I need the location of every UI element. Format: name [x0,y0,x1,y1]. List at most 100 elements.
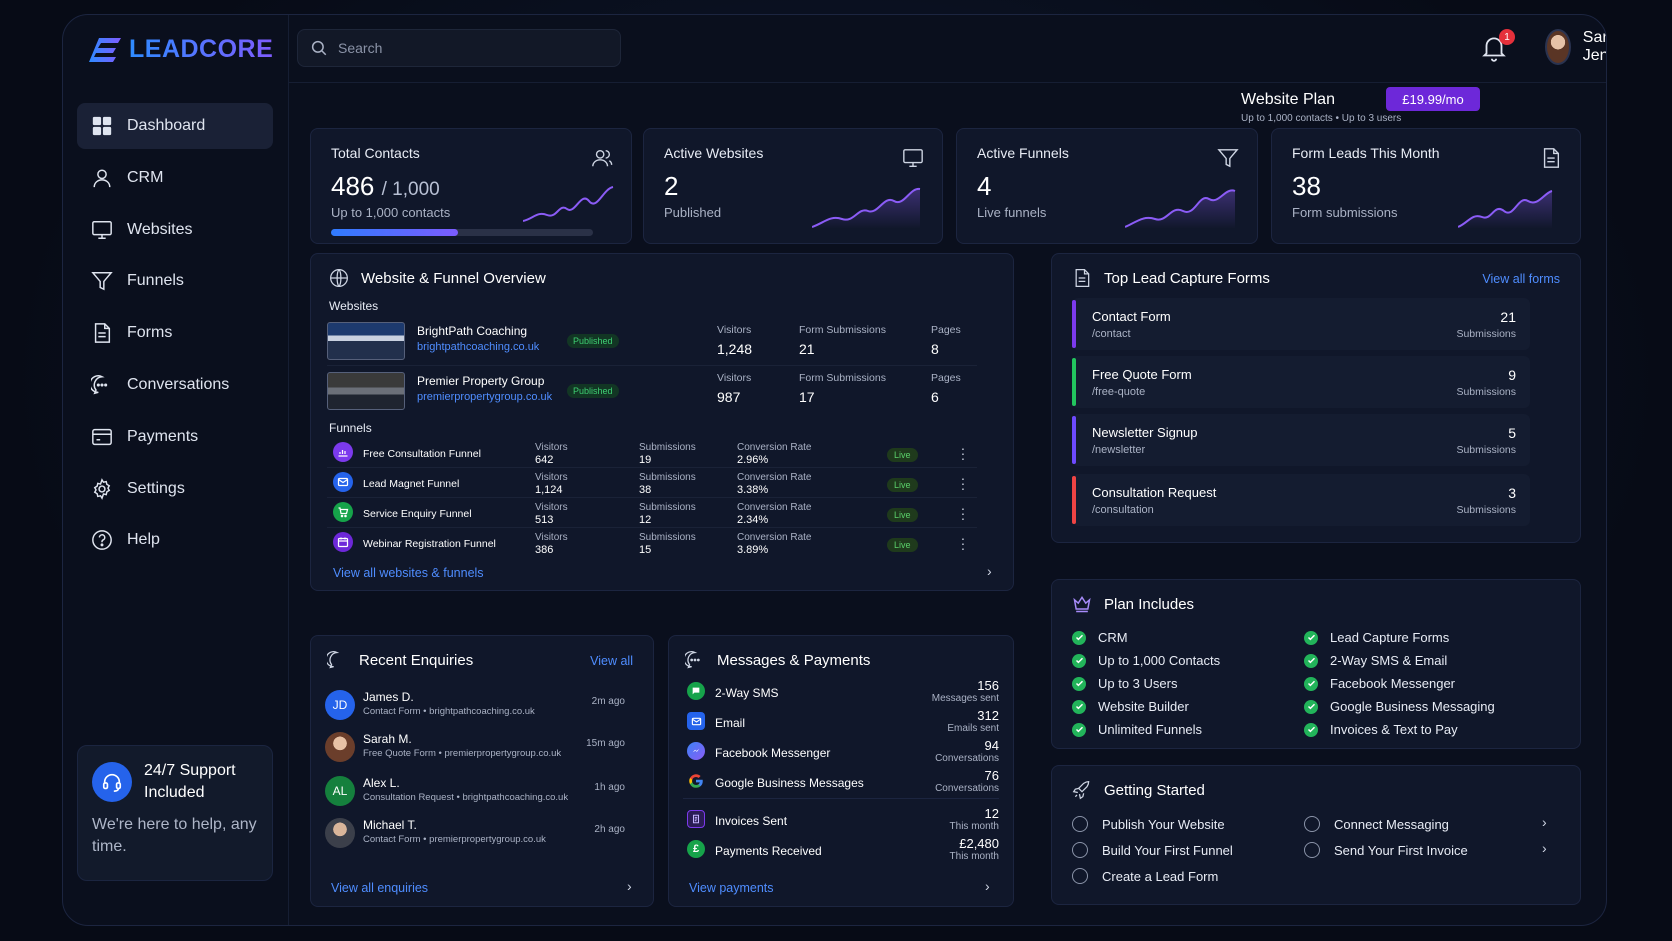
more-options-icon[interactable]: · · · [960,500,966,526]
form-count-label: Submissions [1456,444,1516,456]
app-window: LEADCORE Dashboard CRM Websites Funnels … [62,14,1607,926]
view-all-websites-funnels-link[interactable]: View all websites & funnels [333,566,484,580]
website-row[interactable]: BrightPath Coaching brightpathcoaching.c… [327,320,977,366]
stat-sub: Published [664,205,722,220]
message-row[interactable]: £ Payments Received £2,480 This month [683,836,999,864]
invoice-icon [687,810,705,828]
view-all-forms-link[interactable]: View all forms [1482,272,1560,286]
section-title: Top Lead Capture Forms [1072,268,1270,288]
form-row[interactable]: Contact Form /contact 21 Submissions [1072,298,1530,350]
form-row[interactable]: Newsletter Signup /newsletter 5 Submissi… [1072,414,1530,466]
nav-item-funnels[interactable]: Funnels [77,258,273,304]
plan-price-badge[interactable]: £19.99/mo [1386,87,1480,111]
stat-card-form-leads[interactable]: Form Leads This Month 38 Form submission… [1271,128,1581,244]
view-all-enquiries-link[interactable]: View all enquiries [331,881,429,895]
form-count: 5 [1508,425,1516,441]
stat-card-total-contacts[interactable]: Total Contacts 486 / 1,000 Up to 1,000 c… [310,128,632,244]
message-row[interactable]: Facebook Messenger 94 Conversations [683,738,999,766]
funnel-row[interactable]: Lead Magnet Funnel Visitors 1,124 Submiss… [327,468,977,498]
search-input[interactable] [338,40,598,56]
message-row[interactable]: Email 312 Emails sent [683,708,999,736]
form-row[interactable]: Consultation Request /consultation 3 Sub… [1072,474,1530,526]
avatar [325,818,355,848]
enquiry-name: Alex L. [363,776,400,790]
website-row[interactable]: Premier Property Group premierpropertygr… [327,370,977,416]
form-count-label: Submissions [1456,504,1516,516]
stat-value: 38 [1292,171,1321,201]
nav-item-dashboard[interactable]: Dashboard [77,103,273,149]
plan-feature: Website Builder [1072,699,1189,714]
logo-icon [89,37,121,62]
form-count: 21 [1500,309,1516,325]
message-row[interactable]: 2-Way SMS 156 Messages sent [683,678,999,706]
enquiry-row[interactable]: JD James D. Contact Form • brightpathcoa… [325,688,625,728]
nav-item-settings[interactable]: Settings [77,466,273,512]
enquiry-row[interactable]: AL Alex L. Consultation Request • bright… [325,774,625,814]
form-path: /consultation [1092,504,1154,516]
chevron-right-icon[interactable]: › [627,878,632,894]
view-all-link[interactable]: View all [590,654,633,668]
chevron-right-icon[interactable]: › [987,563,992,579]
support-subtitle: We're here to help, any time. [92,816,257,855]
enquiry-meta: Free Quote Form • premierpropertygroup.c… [363,748,562,759]
bell-icon[interactable] [1481,33,1507,63]
website-thumbnail [327,372,405,410]
channel-label: Conversations [935,753,999,764]
task-item[interactable]: Connect Messaging [1304,816,1449,832]
funnel-row[interactable]: Free Consultation Funnel Visitors 642 Sub… [327,438,977,468]
enquiry-meta: Consultation Request • brightpathcoachin… [363,792,569,803]
message-row[interactable]: Google Business Messages 76 Conversation… [683,768,999,796]
stat-card-active-websites[interactable]: Active Websites 2 Published [643,128,943,244]
view-payments-link[interactable]: View payments [689,881,774,895]
funnels-label: Funnels [329,421,372,435]
more-options-icon[interactable]: · · · [960,470,966,496]
channel-value: 312 [977,708,999,723]
task-item[interactable]: Send Your First Invoice [1304,842,1468,858]
user-menu[interactable]: Sarah Jenkins [1545,29,1606,65]
nav-item-crm[interactable]: CRM [77,155,273,201]
website-url[interactable]: premierpropertygroup.co.uk [417,391,553,403]
form-count: 3 [1508,485,1516,501]
nav-item-websites[interactable]: Websites [77,207,273,253]
form-row[interactable]: Free Quote Form /free-quote 9 Submission… [1072,356,1530,408]
more-options-icon[interactable]: · · · [960,440,966,466]
task-item[interactable]: Create a Lead Form [1072,868,1218,884]
plan-feature: 2-Way SMS & Email [1304,653,1447,668]
plan-includes: Plan Includes CRM Up to 1,000 Contacts U… [1051,579,1581,749]
nav-item-conversations[interactable]: Conversations [77,362,273,408]
task-item[interactable]: Publish Your Website [1072,816,1225,832]
website-url[interactable]: brightpathcoaching.co.uk [417,341,540,353]
check-icon [1072,722,1086,737]
channel-value: 12 [984,806,999,821]
nav-label: Settings [127,479,185,497]
search-box[interactable] [297,29,621,67]
enquiry-row[interactable]: Michael T. Contact Form • premierpropert… [325,816,625,856]
funnel-row[interactable]: Service Enquiry Funnel Visitors 513 Submi… [327,498,977,528]
nav-item-payments[interactable]: Payments [77,414,273,460]
gear-icon [93,477,111,500]
funnel-icon [91,272,113,291]
channel-name: Payments Received [715,844,822,858]
brand-logo[interactable]: LEADCORE [89,35,273,64]
avatar: JD [325,690,355,720]
funnel-row[interactable]: Webinar Registration Funnel Visitors 386 … [327,528,977,558]
more-options-icon[interactable]: · · · [960,530,966,556]
enquiry-row[interactable]: Sarah M. Free Quote Form • premierproper… [325,730,625,770]
stat-value: 2 [664,171,679,201]
stat-card-active-funnels[interactable]: Active Funnels 4 Live funnels [956,128,1258,244]
stat-sub: Up to 1,000 contacts [331,205,451,220]
getting-started: Getting Started Publish Your Website Bui… [1051,765,1581,905]
task-item[interactable]: Build Your First Funnel [1072,842,1233,858]
enquiry-name: Sarah M. [363,732,412,746]
chevron-right-icon[interactable]: › [985,878,990,894]
chevron-right-icon[interactable]: › [1542,840,1547,856]
chevron-right-icon[interactable]: › [1542,814,1547,830]
message-row[interactable]: Invoices Sent 12 This month [683,806,999,834]
section-title: Recent Enquiries [327,650,473,670]
support-card[interactable]: 24/7 Support Included We're here to help… [77,745,273,881]
plan-feature: Invoices & Text to Pay [1304,722,1458,737]
nav-item-help[interactable]: Help [77,517,273,563]
nav-item-forms[interactable]: Forms [77,310,273,356]
color-bar [1072,476,1076,524]
plan-feature: Facebook Messenger [1304,676,1455,691]
